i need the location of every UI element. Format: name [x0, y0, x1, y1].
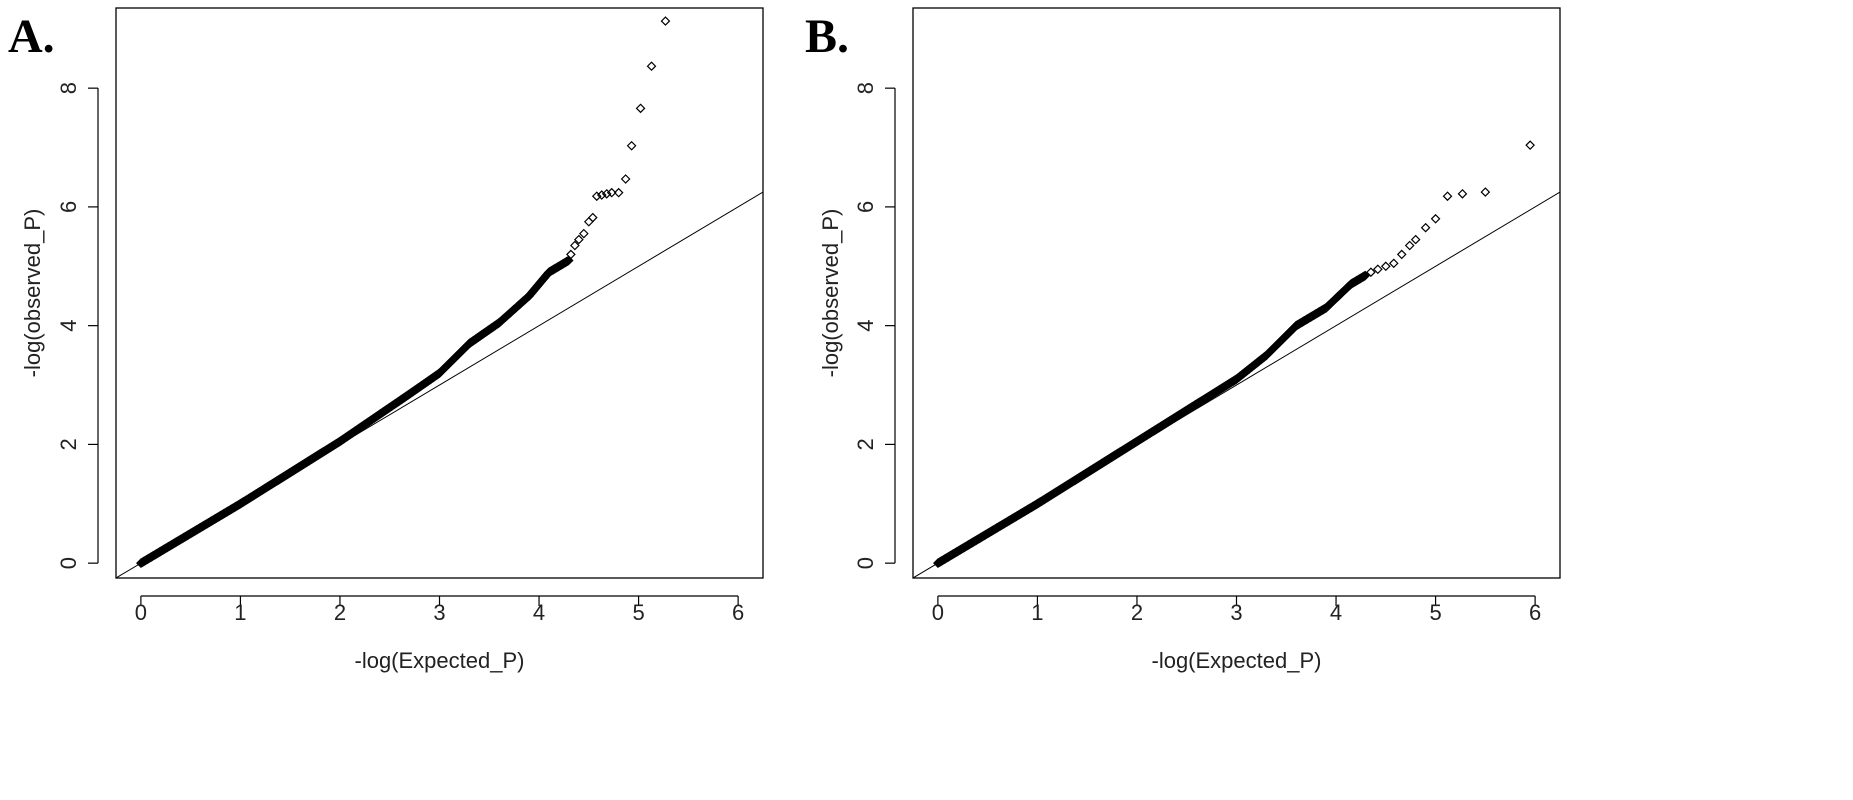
data-point	[1420, 222, 1431, 233]
x-tick-label: 6	[1529, 600, 1541, 625]
x-tick-label: 3	[1230, 600, 1242, 625]
data-point	[635, 103, 646, 114]
data-point	[613, 187, 624, 198]
data-point	[1388, 258, 1399, 269]
data-point	[660, 16, 671, 26]
y-tick-label: 8	[56, 82, 81, 94]
data-point	[1372, 264, 1383, 275]
x-tick-label: 1	[1031, 600, 1043, 625]
y-tick-label: 6	[56, 201, 81, 213]
y-tick-label: 8	[853, 82, 878, 94]
y-tick-label: 6	[853, 201, 878, 213]
qq-panel-b: B. 0 1 2 3 4 5 6 0 2 4 6 8 -log(Expected_P) -log(obser…	[805, 7, 1561, 673]
x-tick-label: 0	[932, 600, 944, 625]
x-axis-title: -log(Expected_P)	[1152, 648, 1322, 673]
y-tick-label: 0	[56, 557, 81, 569]
data-point	[596, 190, 607, 200]
y-tick-label: 0	[853, 557, 878, 569]
data-point	[587, 212, 598, 223]
qq-panel-a: A. 0 1 2 3 4 5 6 0 2 4 6 8 -log(Expected_P) -log(obser…	[8, 7, 764, 673]
data-point	[1430, 213, 1441, 224]
x-tick-label: 5	[1429, 600, 1441, 625]
data-point	[606, 187, 617, 198]
x-tick-label: 4	[1330, 600, 1342, 625]
y-tick-label: 2	[853, 438, 878, 450]
data-point	[1366, 267, 1376, 278]
data-point	[1410, 234, 1421, 245]
data-point	[1360, 270, 1371, 281]
data-point	[626, 140, 637, 151]
y-axis-title: -log(observed_P)	[20, 209, 45, 378]
panel-label: B.	[805, 10, 849, 63]
data-point	[570, 240, 580, 251]
data-point	[1480, 187, 1491, 197]
y-tick-label: 2	[56, 438, 81, 450]
data-point	[563, 255, 574, 266]
panel-label: A.	[8, 10, 55, 63]
data-points	[136, 16, 671, 569]
data-point	[1380, 261, 1391, 272]
data-point	[1396, 249, 1407, 260]
x-tick-label: 2	[1131, 600, 1143, 625]
data-point	[1457, 188, 1468, 199]
x-axis-title: -log(Expected_P)	[355, 648, 525, 673]
data-point	[578, 228, 589, 239]
x-tick-label: 4	[533, 600, 545, 625]
y-tick-label: 4	[853, 320, 878, 332]
data-point	[601, 188, 612, 199]
data-point	[620, 174, 631, 184]
data-point	[1525, 140, 1535, 151]
y-tick-label: 4	[56, 320, 81, 332]
plot-frame	[912, 7, 1561, 579]
x-tick-label: 5	[632, 600, 644, 625]
plot-frame	[115, 7, 764, 579]
x-tick-label: 1	[234, 600, 246, 625]
data-point	[1404, 240, 1415, 251]
x-tick-label: 0	[135, 600, 147, 625]
y-axis-title: -log(observed_P)	[818, 209, 843, 378]
x-tick-label: 2	[334, 600, 346, 625]
x-tick-label: 3	[433, 600, 445, 625]
data-point	[566, 249, 576, 260]
data-points	[933, 140, 1535, 569]
data-point	[574, 234, 584, 245]
x-tick-label: 6	[732, 600, 744, 625]
data-point	[646, 61, 657, 72]
data-point	[1442, 191, 1453, 202]
data-point	[591, 191, 602, 202]
